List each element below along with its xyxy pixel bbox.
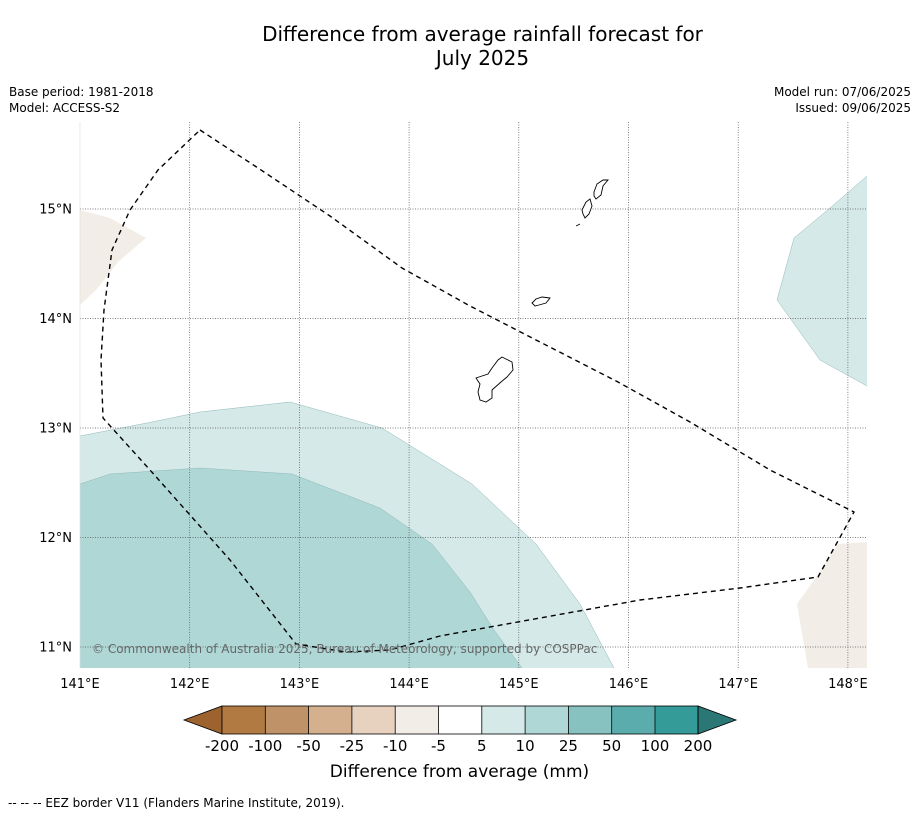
guam-outline bbox=[475, 356, 514, 403]
colorbar-tick: -100 bbox=[248, 737, 282, 755]
colorbar-tick: 25 bbox=[559, 737, 578, 755]
colorbar-segment bbox=[655, 706, 698, 734]
colorbar-segment bbox=[611, 706, 655, 734]
colorbar-segment bbox=[265, 706, 309, 734]
model-run-text: Model run: 07/06/2025 bbox=[773, 85, 911, 99]
rainfall-anomaly-fill bbox=[80, 175, 867, 668]
latitude-labels: 15°N 14°N 13°N 12°N 11°N bbox=[39, 203, 72, 656]
colorbar-tick: 200 bbox=[684, 737, 713, 755]
colorbar-label: Difference from average (mm) bbox=[329, 762, 590, 782]
colorbar-tick: -5 bbox=[431, 737, 446, 755]
colorbar-segment bbox=[395, 706, 439, 734]
colorbar-segment bbox=[308, 706, 352, 734]
eez-legend-text: -- -- -- EEZ border V11 (Flanders Marine… bbox=[8, 796, 345, 810]
meta-left: Base period: 1981-2018 Model: ACCESS-S2 bbox=[9, 84, 154, 116]
lon-label-146: 146°E bbox=[609, 677, 649, 692]
colorbar-segment bbox=[481, 706, 526, 734]
colorbar-tick: -25 bbox=[340, 737, 365, 755]
lat-label-15: 15°N bbox=[39, 203, 72, 218]
aguijan-outline bbox=[575, 223, 581, 227]
title-line-1: Difference from average rainfall forecas… bbox=[262, 22, 703, 46]
lat-label-12: 12°N bbox=[39, 531, 72, 546]
model-text: Model: ACCESS-S2 bbox=[9, 101, 121, 115]
lon-label-144: 144°E bbox=[389, 677, 429, 692]
colorbar: -200 -100 -50 -25 -10 -5 5 10 25 50 100 … bbox=[182, 705, 738, 755]
eez-border bbox=[100, 129, 855, 653]
colorbar-tick: 5 bbox=[477, 737, 487, 755]
dry-anomaly-area-west bbox=[80, 210, 146, 305]
colorbar-tick: 50 bbox=[602, 737, 621, 755]
dry-anomaly-area-southeast bbox=[797, 542, 867, 668]
lon-label-147: 147°E bbox=[718, 677, 758, 692]
lat-label-11: 11°N bbox=[39, 641, 72, 656]
wet-anomaly-core bbox=[80, 468, 522, 668]
colorbar-tick: 100 bbox=[641, 737, 670, 755]
title-line-2: July 2025 bbox=[435, 46, 530, 70]
colorbar-tick: -200 bbox=[205, 737, 239, 755]
lon-label-142: 142°E bbox=[170, 677, 210, 692]
saipan-outline bbox=[593, 179, 609, 200]
wet-anomaly-area-east bbox=[777, 176, 867, 386]
base-period-text: Base period: 1981-2018 bbox=[9, 85, 154, 99]
lon-label-141: 141°E bbox=[60, 677, 100, 692]
colorbar-tick: -10 bbox=[383, 737, 408, 755]
lon-label-148: 148°E bbox=[828, 677, 868, 692]
longitude-labels: 141°E 142°E 143°E 144°E 145°E 146°E 147°… bbox=[60, 677, 867, 692]
tinian-outline bbox=[581, 198, 593, 219]
gridlines bbox=[80, 122, 867, 668]
lat-label-13: 13°N bbox=[39, 422, 72, 437]
colorbar-segment bbox=[351, 706, 396, 734]
map-title: Difference from average rainfall forecas… bbox=[0, 22, 919, 70]
meta-right: Model run: 07/06/2025 Issued: 09/06/2025 bbox=[774, 84, 911, 116]
lon-label-143: 143°E bbox=[280, 677, 320, 692]
colorbar-tick: 10 bbox=[516, 737, 535, 755]
colorbar-segment bbox=[525, 706, 569, 734]
map-copyright: © Commonwealth of Australia 2025, Bureau… bbox=[92, 642, 597, 656]
colorbar-tick: -50 bbox=[296, 737, 321, 755]
colorbar-segment bbox=[438, 706, 482, 734]
lon-label-145: 145°E bbox=[499, 677, 539, 692]
colorbar-extend-low bbox=[182, 705, 223, 735]
rota-outline bbox=[531, 296, 551, 307]
issued-text: Issued: 09/06/2025 bbox=[795, 101, 911, 115]
colorbar-extend-high bbox=[697, 705, 738, 735]
island-outlines bbox=[475, 179, 609, 403]
lat-label-14: 14°N bbox=[39, 312, 72, 327]
colorbar-segment bbox=[222, 706, 266, 734]
colorbar-segment bbox=[568, 706, 612, 734]
